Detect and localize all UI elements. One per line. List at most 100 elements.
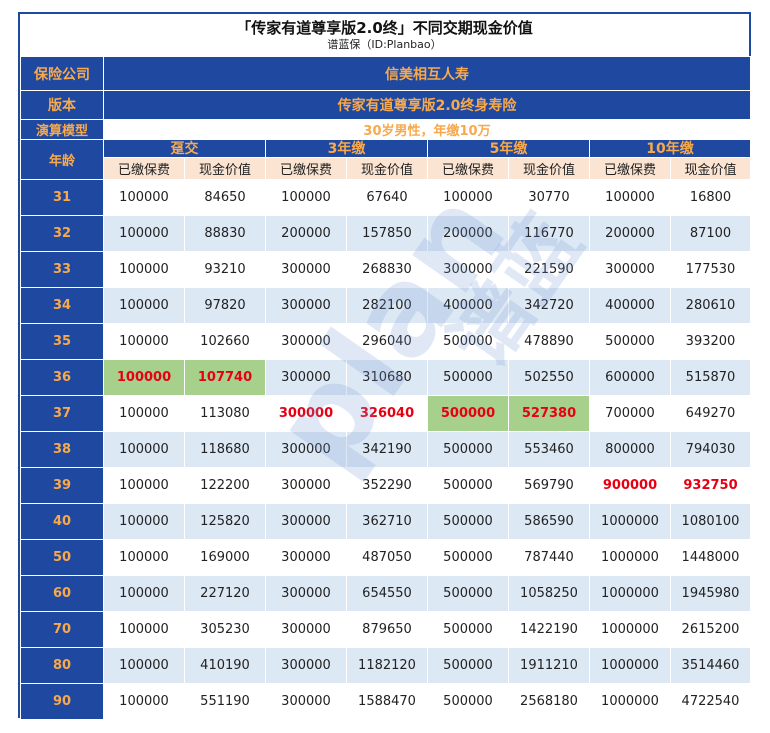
- age-cell: 50: [20, 539, 104, 576]
- table-row: 33 100000 93210 300000 268830 300000 221590 300…: [20, 251, 751, 288]
- paid-premium-cell: 100000: [103, 359, 185, 396]
- cash-value-cell: 1945980: [670, 575, 751, 612]
- paid-premium-cell: 300000: [265, 611, 347, 648]
- age-cell: 37: [20, 395, 104, 432]
- cash-value-cell: 113080: [184, 395, 266, 432]
- paid-premium-cell: 500000: [427, 503, 509, 540]
- cash-value-cell: 296040: [346, 323, 428, 360]
- cash-value-cell: 107740: [184, 359, 266, 396]
- paid-premium-cell: 300000: [265, 503, 347, 540]
- cash-value-cell: 1182120: [346, 647, 428, 684]
- table-row: 32 100000 88830 200000 157850 200000 116770 200…: [20, 215, 751, 252]
- age-cell: 40: [20, 503, 104, 540]
- cash-value-cell: 102660: [184, 323, 266, 360]
- paid-premium-cell: 300000: [265, 323, 347, 360]
- cash-value-cell: 326040: [346, 395, 428, 432]
- cash-value-cell: 93210: [184, 251, 266, 288]
- cash-value-cell: 1588470: [346, 683, 428, 720]
- cash-value-cell: 515870: [670, 359, 751, 396]
- cash-value-cell: 125820: [184, 503, 266, 540]
- paid-premium-cell: 400000: [427, 287, 509, 324]
- cash-value-cell: 787440: [508, 539, 590, 576]
- paid-premium-cell: 300000: [427, 251, 509, 288]
- model-label: 演算模型: [20, 119, 104, 140]
- col-cash-header: 现金价值: [508, 157, 590, 180]
- age-cell: 80: [20, 647, 104, 684]
- col-paid-header: 已缴保费: [103, 157, 185, 180]
- cash-value-cell: 1911210: [508, 647, 590, 684]
- page-subtitle: 谱蓝保（ID:Planbao）: [327, 38, 442, 51]
- paid-premium-cell: 300000: [265, 683, 347, 720]
- page-title: 「传家有道尊享版2.0终」不同交期现金价值: [236, 19, 533, 37]
- paid-premium-cell: 200000: [265, 215, 347, 252]
- cash-value-cell: 569790: [508, 467, 590, 504]
- cash-value-cell: 1448000: [670, 539, 751, 576]
- paid-premium-cell: 100000: [103, 179, 185, 216]
- paid-premium-cell: 500000: [427, 683, 509, 720]
- company-label: 保险公司: [20, 56, 104, 91]
- cash-value-cell: 268830: [346, 251, 428, 288]
- age-cell: 35: [20, 323, 104, 360]
- cash-value-cell: 157850: [346, 215, 428, 252]
- table-row: 37 100000 113080 300000 326040 500000 527380 70…: [20, 395, 751, 432]
- paid-premium-cell: 600000: [589, 359, 671, 396]
- table-row: 36 100000 107740 300000 310680 500000 502550 60…: [20, 359, 751, 396]
- cash-value-cell: 84650: [184, 179, 266, 216]
- cash-value-cell: 342190: [346, 431, 428, 468]
- cash-value-cell: 410190: [184, 647, 266, 684]
- col-paid-header: 已缴保费: [427, 157, 509, 180]
- paid-premium-cell: 100000: [103, 683, 185, 720]
- cash-value-cell: 118680: [184, 431, 266, 468]
- paid-premium-cell: 200000: [427, 215, 509, 252]
- cash-value-cell: 342720: [508, 287, 590, 324]
- cash-value-cell: 487050: [346, 539, 428, 576]
- cash-value-cell: 393200: [670, 323, 751, 360]
- paid-premium-cell: 100000: [103, 503, 185, 540]
- cash-value-cell: 932750: [670, 467, 751, 504]
- table-row: 38 100000 118680 300000 342190 500000 553460 80…: [20, 431, 751, 468]
- paid-premium-cell: 300000: [265, 359, 347, 396]
- column-header-row: 已缴保费 现金价值 已缴保费 现金价值 已缴保费 现金价值 已缴保费 现金价值: [21, 157, 751, 180]
- col-cash-header: 现金价值: [346, 157, 428, 180]
- cash-value-cell: 310680: [346, 359, 428, 396]
- table-row: 31 100000 84650 100000 67640 100000 30770 10000…: [20, 179, 751, 216]
- age-cell: 90: [20, 683, 104, 720]
- col-cash-header: 现金价值: [184, 157, 266, 180]
- cash-value-cell: 2615200: [670, 611, 751, 648]
- version-row: 版本 传家有道尊享版2.0终身寿险: [20, 90, 751, 120]
- paid-premium-cell: 1000000: [589, 611, 671, 648]
- age-cell: 36: [20, 359, 104, 396]
- age-cell: 39: [20, 467, 104, 504]
- paid-premium-cell: 800000: [589, 431, 671, 468]
- paid-premium-cell: 500000: [427, 323, 509, 360]
- paid-premium-cell: 100000: [103, 395, 185, 432]
- cash-value-cell: 3514460: [670, 647, 751, 684]
- paid-premium-cell: 300000: [265, 395, 347, 432]
- cash-value-cell: 30770: [508, 179, 590, 216]
- paid-premium-cell: 1000000: [589, 539, 671, 576]
- cash-value-cell: 553460: [508, 431, 590, 468]
- plan-header-10yr: 10年缴: [589, 139, 751, 158]
- paid-premium-cell: 100000: [103, 467, 185, 504]
- age-header: 年龄: [20, 139, 104, 180]
- cash-value-cell: 122200: [184, 467, 266, 504]
- col-cash-header: 现金价值: [670, 157, 751, 180]
- paid-premium-cell: 500000: [427, 431, 509, 468]
- cash-value-cell: 649270: [670, 395, 751, 432]
- cash-value-cell: 1422190: [508, 611, 590, 648]
- paid-premium-cell: 300000: [265, 431, 347, 468]
- cash-value-cell: 4722540: [670, 683, 751, 720]
- table-row: 40 100000 125820 300000 362710 500000 586590 10…: [20, 503, 751, 540]
- paid-premium-cell: 100000: [103, 611, 185, 648]
- plan-header-3yr: 3年缴: [265, 139, 428, 158]
- paid-premium-cell: 100000: [103, 215, 185, 252]
- table-row: 34 100000 97820 300000 282100 400000 342720 400…: [20, 287, 751, 324]
- cash-value-cell: 221590: [508, 251, 590, 288]
- paid-premium-cell: 300000: [265, 647, 347, 684]
- paid-premium-cell: 300000: [265, 539, 347, 576]
- cash-value-cell: 97820: [184, 287, 266, 324]
- col-paid-header: 已缴保费: [265, 157, 347, 180]
- cash-value-cell: 280610: [670, 287, 751, 324]
- table-row: 80 100000 410190 300000 1182120 500000 1911210…: [20, 647, 751, 684]
- cash-value-cell: 227120: [184, 575, 266, 612]
